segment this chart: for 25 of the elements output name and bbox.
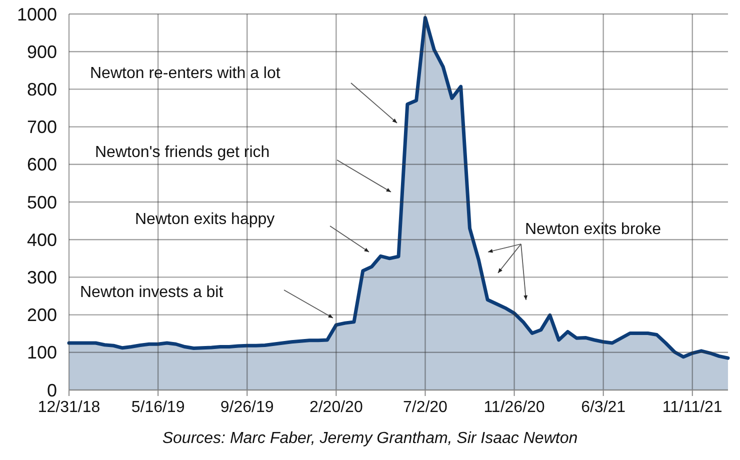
y-tick-label: 0	[46, 380, 57, 400]
y-tick-label: 300	[26, 268, 57, 288]
x-tick-label: 12/31/18	[38, 399, 100, 416]
annotation: Newton exits broke	[525, 221, 662, 238]
y-tick-label: 600	[26, 154, 57, 175]
y-tick-label: 1000	[16, 4, 57, 24]
annotation: Newton invests a bit	[80, 284, 224, 301]
y-tick-label: 900	[26, 42, 57, 62]
y-tick-label: 100	[26, 342, 57, 363]
y-tick-label: 200	[26, 305, 57, 326]
x-tick-label: 7/2/20	[402, 399, 448, 416]
x-tick-label: 9/26/19	[220, 399, 274, 416]
x-tick-label: 5/16/19	[131, 399, 185, 416]
annotation: Newton exits happy	[135, 211, 275, 228]
x-tick-label: 11/26/20	[484, 399, 545, 416]
annotation: Newton re-enters with a lot	[90, 65, 281, 82]
y-tick-label: 400	[26, 230, 57, 250]
x-tick-label: 6/3/21	[581, 399, 626, 416]
y-tick-label: 700	[26, 117, 57, 138]
x-tick-label: 11/11/21	[662, 399, 722, 416]
y-tick-label: 800	[26, 80, 57, 100]
source-note: Sources: Marc Faber, Jeremy Grantham, Sir Isaac Newton	[162, 430, 578, 447]
x-tick-label: 2/20/20	[309, 399, 363, 416]
y-tick-label: 500	[26, 192, 57, 212]
annotation: Newton's friends get rich	[95, 144, 270, 161]
